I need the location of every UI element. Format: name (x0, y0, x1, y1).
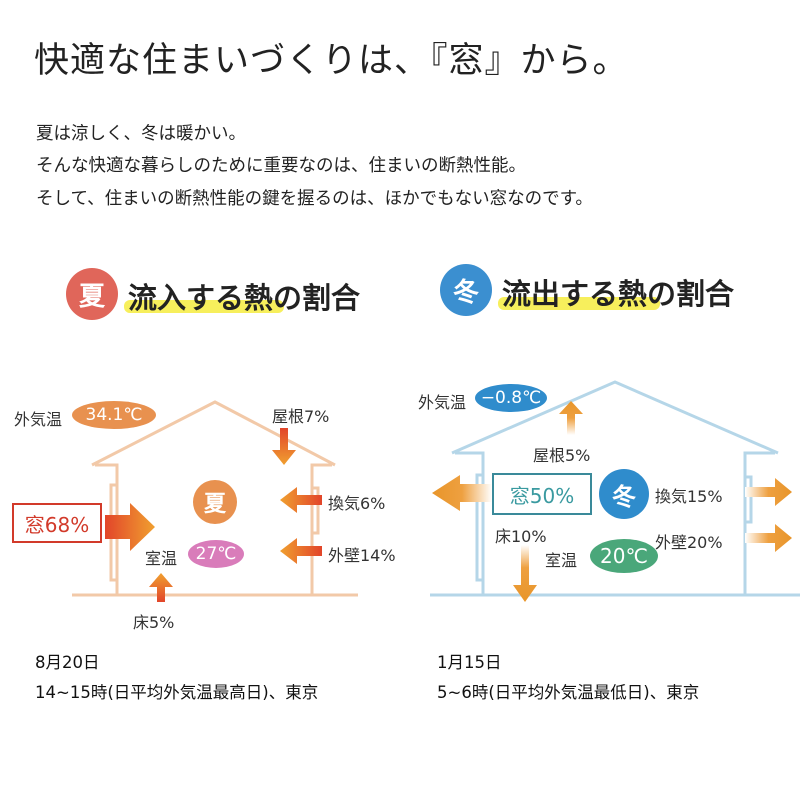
summer-badge: 夏 (66, 268, 118, 320)
winter-heading: 流出する熱の割合 (502, 277, 735, 311)
winter-vent-arrow (745, 478, 792, 506)
winter-floor-label: 床10% (495, 527, 547, 546)
winter-roof-arrow (559, 401, 583, 435)
summer-window-arrow (105, 503, 155, 551)
winter-room-label: 室温 (545, 551, 578, 570)
intro-line-1: 夏は涼しく、冬は暖かい。 (36, 124, 246, 144)
winter-wall-label: 外壁20% (655, 533, 723, 552)
intro-line-3: そして、住まいの断熱性能の鍵を握るのは、ほかでもない窓なのです。 (36, 189, 593, 209)
winter-house-outline (430, 380, 800, 597)
winter-caption-detail: 5~6時(日平均外気温最低日)、東京 (437, 683, 700, 702)
winter-wall-arrow (745, 524, 792, 552)
summer-caption-date: 8月20日 (35, 653, 100, 672)
summer-window-label: 窓68% (12, 503, 102, 543)
summer-vent-arrow (280, 487, 322, 513)
summer-floor-label: 床5% (133, 613, 175, 632)
summer-heading: 流入する熱の割合 (128, 281, 361, 315)
summer-roof-label: 屋根7% (272, 407, 330, 426)
winter-outside-label: 外気温 (418, 393, 467, 412)
summer-wall-arrow (280, 538, 322, 564)
summer-room-label: 室温 (145, 549, 178, 568)
summer-outside-temp: 34.1℃ (72, 401, 156, 429)
winter-window-label: 窓50% (492, 473, 592, 515)
summer-ventilation-label: 換気6% (328, 494, 386, 513)
summer-wall-label: 外壁14% (328, 546, 396, 565)
winter-room-temp: 20℃ (590, 539, 658, 573)
winter-floor-arrow (513, 545, 537, 602)
intro-line-2: そんな快適な暮らしのために重要なのは、住まいの断熱性能。 (36, 156, 526, 176)
winter-house-badge: 冬 (599, 469, 649, 519)
winter-outside-temp: −0.8℃ (475, 384, 547, 412)
page-title: 快適な住まいづくりは、『窓』から。 (34, 41, 629, 81)
summer-roof-arrow (272, 428, 296, 465)
summer-caption-detail: 14~15時(日平均外気温最高日)、東京 (35, 683, 319, 702)
winter-badge: 冬 (440, 264, 492, 316)
winter-window-arrow (432, 475, 492, 511)
summer-outside-label: 外気温 (14, 410, 63, 429)
winter-caption-date: 1月15日 (437, 653, 502, 672)
summer-room-temp: 27℃ (188, 540, 244, 568)
winter-ventilation-label: 換気15% (655, 487, 723, 506)
winter-roof-label: 屋根5% (533, 446, 591, 465)
summer-house-badge: 夏 (193, 480, 237, 524)
summer-floor-arrow (149, 573, 173, 602)
